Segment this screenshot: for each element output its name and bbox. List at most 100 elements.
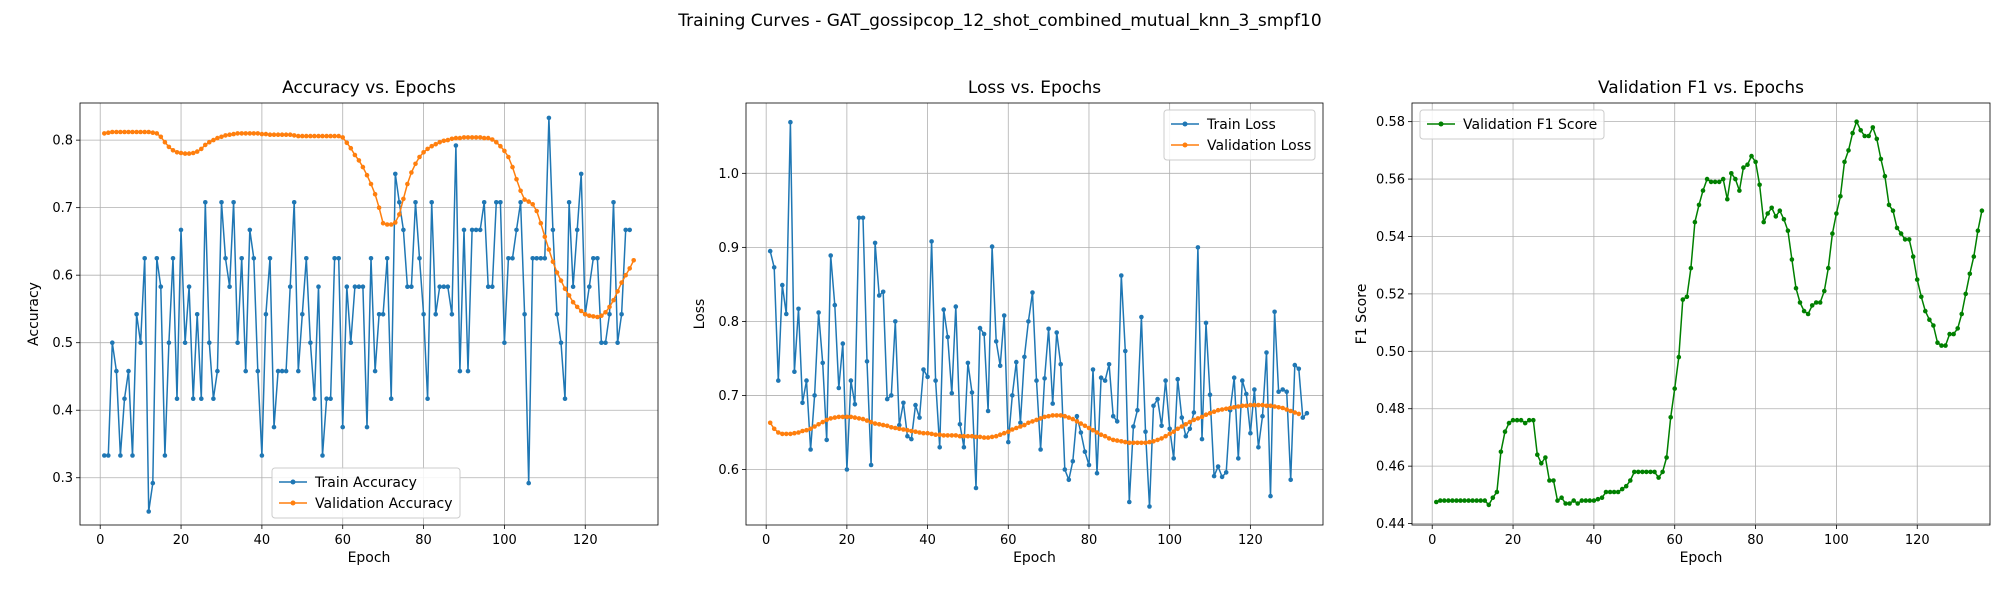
y-tick-label: 0.4 (52, 404, 73, 419)
data-point (441, 284, 447, 290)
data-point (1098, 375, 1104, 381)
data-point (106, 453, 111, 458)
data-point (558, 278, 564, 283)
x-tick-label: 60 (334, 533, 351, 548)
data-point (913, 402, 918, 408)
data-point (1809, 303, 1815, 308)
data-point (102, 453, 107, 458)
data-point (211, 396, 216, 402)
y-tick-label: 0.52 (1376, 287, 1405, 302)
series-train-loss (767, 119, 1310, 509)
x-tick-label: 60 (1000, 533, 1017, 548)
data-point (146, 129, 151, 135)
data-point (1720, 176, 1726, 182)
data-point (1094, 470, 1100, 476)
data-point (425, 396, 430, 402)
data-point (1462, 498, 1467, 503)
data-point (409, 284, 414, 290)
data-point (259, 453, 265, 458)
data-point (578, 308, 584, 314)
data-point (917, 430, 922, 435)
data-point (1514, 417, 1520, 423)
data-point (534, 255, 539, 261)
legend-box (1163, 109, 1316, 161)
data-point (465, 135, 471, 140)
data-point (848, 378, 854, 383)
data-point (889, 393, 894, 398)
data-point (283, 368, 289, 374)
data-point (824, 437, 829, 443)
x-tick-label: 20 (839, 533, 856, 548)
data-point (627, 227, 632, 233)
data-point (1733, 176, 1738, 182)
data-point (1292, 410, 1298, 415)
legend-label: Validation Loss (1207, 138, 1311, 154)
data-point (582, 312, 588, 317)
chart-title: Validation F1 vs. Epochs (1598, 78, 1804, 98)
data-point (1066, 477, 1072, 483)
data-point (417, 255, 422, 261)
data-point (784, 431, 789, 437)
data-point (170, 255, 176, 261)
y-tick-label: 0.7 (52, 201, 73, 216)
data-point (1022, 422, 1027, 428)
data-point (1268, 403, 1273, 409)
data-point (1143, 429, 1148, 435)
data-point (538, 255, 544, 261)
data-point (372, 368, 378, 374)
data-point (271, 132, 277, 137)
data-point (595, 314, 600, 320)
data-point (1268, 493, 1273, 499)
data-point (1195, 245, 1201, 250)
data-point (784, 311, 789, 317)
data-point (909, 428, 914, 434)
data-point (1098, 432, 1104, 438)
data-point (876, 422, 882, 427)
data-point (1623, 483, 1629, 489)
data-point (368, 181, 374, 187)
data-point (397, 212, 402, 217)
data-point (993, 339, 999, 344)
data-point (796, 306, 801, 312)
data-point (215, 368, 220, 374)
data-point (961, 445, 967, 450)
data-point (106, 130, 111, 135)
data-point (808, 447, 813, 452)
y-tick-label: 0.48 (1376, 402, 1405, 417)
data-point (320, 453, 325, 458)
data-point (1882, 173, 1888, 179)
data-point (1018, 424, 1023, 429)
data-point (1106, 362, 1112, 367)
data-point (518, 200, 523, 205)
data-point (872, 421, 878, 426)
data-point (1272, 309, 1277, 315)
data-point (118, 453, 123, 458)
data-point (150, 480, 156, 486)
data-point (1454, 498, 1459, 503)
data-point (405, 181, 410, 187)
data-point (1090, 427, 1096, 433)
data-point (1789, 257, 1795, 262)
data-point (1034, 378, 1039, 383)
data-point (364, 424, 370, 430)
x-tick-label: 120 (1905, 533, 1930, 548)
data-point (1854, 119, 1859, 124)
data-point (1284, 389, 1289, 395)
data-point (929, 431, 934, 437)
data-point (1231, 375, 1237, 381)
data-point (1931, 323, 1936, 328)
data-point (494, 200, 499, 205)
data-point (615, 289, 620, 294)
data-point (122, 396, 127, 402)
data-point (1599, 495, 1605, 501)
data-point (1636, 469, 1641, 475)
data-point (599, 340, 604, 346)
data-point (1587, 498, 1593, 503)
data-point (905, 433, 910, 439)
legend-label: Train Accuracy (314, 475, 417, 491)
data-point (352, 152, 358, 158)
x-axis-label: Epoch (1013, 550, 1056, 566)
data-point (1219, 407, 1225, 412)
data-point (433, 141, 439, 147)
figure-suptitle: Training Curves - GAT_gossipcop_12_shot_… (677, 11, 1321, 31)
